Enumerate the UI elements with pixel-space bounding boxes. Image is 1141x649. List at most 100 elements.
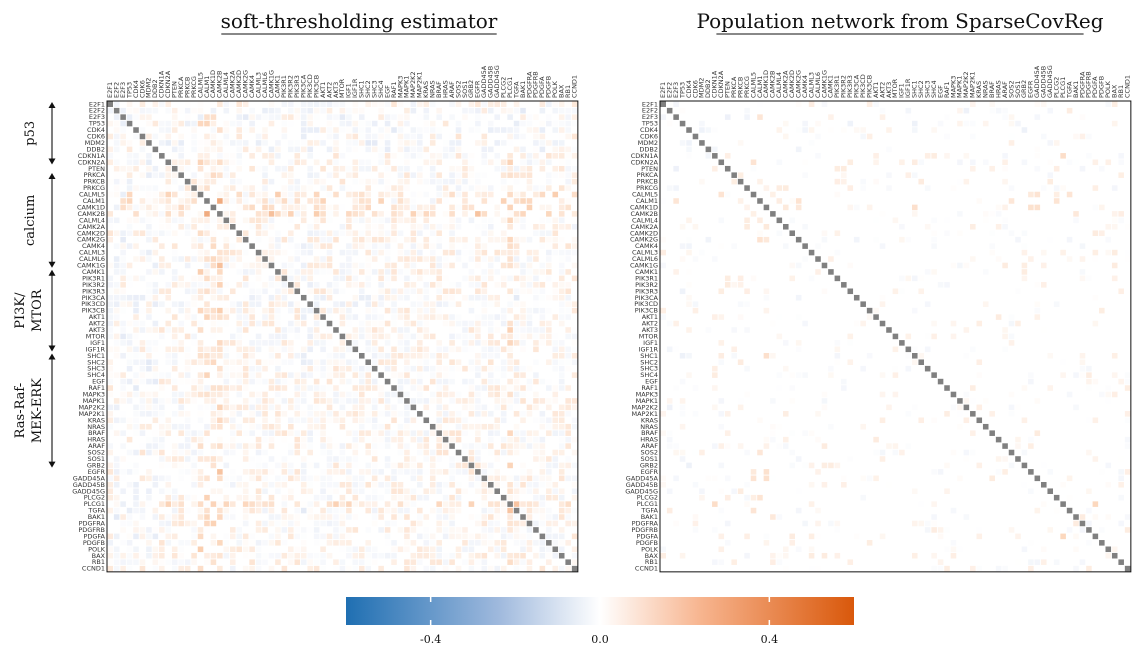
heatmap-cell: [539, 146, 546, 153]
heatmap-cell: [429, 307, 436, 314]
heatmap-cell: [558, 552, 565, 559]
heatmap-cell: [526, 114, 533, 120]
heatmap-cell: [481, 520, 488, 527]
row-label: BRAF: [88, 429, 105, 437]
heatmap-cell: [391, 436, 397, 443]
heatmap-cell: [699, 127, 705, 133]
heatmap-cell: [146, 230, 152, 236]
heatmap-cell: [737, 172, 744, 178]
heatmap-cell: [462, 327, 468, 333]
heatmap-cell: [384, 540, 391, 546]
heatmap-cell: [204, 146, 210, 153]
heatmap-cell: [152, 346, 159, 353]
heatmap-cell: [255, 107, 262, 114]
heatmap-cell: [513, 430, 520, 436]
heatmap-cell: [333, 456, 339, 462]
heatmap-cell: [371, 178, 378, 185]
heatmap-cell: [546, 185, 552, 191]
heatmap-cell: [307, 282, 313, 288]
heatmap-cell: [802, 520, 808, 527]
heatmap-cell: [384, 114, 391, 120]
row-label: PIK3CB: [82, 307, 105, 315]
heatmap-cell: [481, 469, 488, 475]
heatmap-cell: [1099, 165, 1105, 172]
heatmap-cell: [718, 288, 725, 295]
heatmap-cell: [120, 127, 126, 133]
heatmap-cell: [378, 178, 384, 185]
heatmap-cell: [210, 114, 217, 120]
heatmap-cell: [533, 430, 539, 436]
heatmap-cell: [242, 353, 249, 359]
heatmap-cell: [359, 217, 365, 224]
heatmap-cell: [391, 217, 397, 224]
heatmap-cell: [242, 275, 249, 282]
heatmap-cell: [242, 230, 249, 236]
heatmap-cell: [294, 378, 301, 385]
heatmap-cell: [397, 230, 404, 236]
heatmap-cell: [539, 101, 546, 107]
heatmap-cell: [513, 436, 520, 443]
heatmap-cell: [449, 494, 455, 501]
heatmap-cell: [1008, 527, 1015, 533]
heatmap-cell: [1034, 101, 1041, 107]
heatmap-cell: [1028, 256, 1034, 262]
heatmap-cell: [397, 430, 404, 436]
heatmap-cell: [384, 359, 391, 365]
heatmap-cell: [236, 546, 242, 553]
heatmap-cell: [262, 507, 268, 514]
heatmap-cell: [210, 243, 217, 249]
heatmap-cell: [468, 533, 475, 540]
heatmap-cell: [404, 443, 410, 449]
heatmap-cell: [1092, 159, 1099, 166]
heatmap-cell: [410, 520, 417, 527]
heatmap-cell: [539, 282, 546, 288]
heatmap-cell: [275, 346, 281, 353]
heatmap-cell: [275, 552, 281, 559]
heatmap-cell: [558, 249, 565, 256]
heatmap-cell: [546, 275, 552, 282]
heatmap-cell: [365, 436, 371, 443]
heatmap-cell: [750, 159, 757, 166]
heatmap-cell: [236, 482, 242, 488]
row-label: IGF1R: [639, 345, 659, 353]
heatmap-cell: [384, 172, 391, 178]
heatmap-cell: [320, 340, 326, 346]
heatmap-cell: [841, 282, 847, 288]
heatmap-cell: [281, 475, 288, 482]
row-label: MAP2K2: [78, 403, 105, 411]
heatmap-cell: [546, 482, 552, 488]
heatmap-cell: [718, 488, 725, 494]
heatmap-cell: [378, 191, 384, 198]
heatmap-cell: [481, 256, 488, 262]
heatmap-cell: [281, 262, 288, 269]
heatmap-cell: [275, 359, 281, 365]
heatmap-cell: [899, 275, 905, 282]
heatmap-cell: [288, 546, 294, 553]
heatmap-cell: [352, 191, 359, 198]
heatmap-cell: [346, 230, 352, 236]
row-label: E2F3: [642, 113, 658, 121]
heatmap-cell: [281, 172, 288, 178]
heatmap-cell: [294, 114, 301, 120]
heatmap-cell: [1086, 378, 1092, 385]
heatmap-cell: [1086, 520, 1092, 527]
heatmap-cell: [165, 288, 172, 295]
heatmap-cell: [249, 101, 255, 107]
heatmap-cell: [152, 107, 159, 114]
heatmap-cell: [989, 249, 995, 256]
heatmap-cell: [300, 127, 307, 133]
heatmap-cell: [326, 314, 333, 320]
heatmap-cell: [352, 236, 359, 243]
heatmap-cell: [912, 120, 918, 127]
heatmap-cell: [879, 294, 886, 301]
heatmap-cell: [526, 365, 533, 372]
heatmap-cell: [255, 559, 262, 565]
heatmap-cell: [1041, 262, 1047, 269]
heatmap-cell: [950, 449, 957, 456]
heatmap-cell: [513, 165, 520, 172]
heatmap-cell: [724, 475, 731, 482]
heatmap-cell: [184, 507, 191, 514]
heatmap-cell: [571, 417, 578, 424]
heatmap-cell: [152, 533, 159, 540]
heatmap-cell: [346, 346, 352, 353]
